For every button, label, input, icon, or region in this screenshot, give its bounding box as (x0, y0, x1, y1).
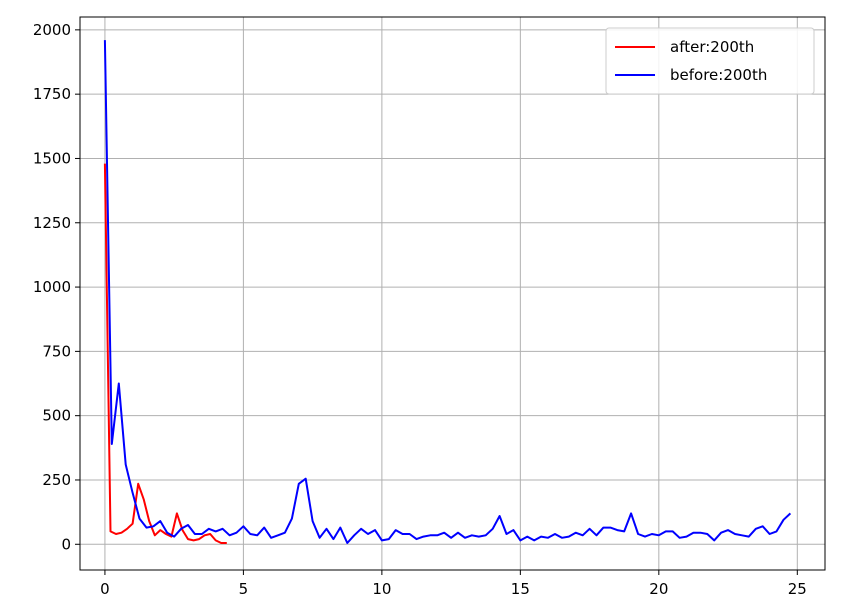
y-tick-label: 1000 (33, 278, 71, 296)
x-tick-label: 25 (788, 580, 807, 598)
y-tick-label: 0 (61, 535, 71, 553)
legend-box (605, 27, 815, 95)
series-line-before (103, 40, 792, 544)
x-tick-label: 5 (239, 580, 249, 598)
grid-lines (80, 17, 825, 570)
x-tick-label: 10 (372, 580, 391, 598)
y-tick-label: 1500 (33, 149, 71, 167)
y-tick-label: 2000 (33, 21, 71, 39)
legend: after:200th before:200th (605, 27, 815, 95)
x-tick-label: 15 (511, 580, 530, 598)
y-tick-label: 1750 (33, 85, 71, 103)
x-tick-label: 0 (100, 580, 110, 598)
y-tick-label: 750 (42, 342, 71, 360)
series-line-after (103, 163, 227, 544)
plot-frame (79, 16, 826, 571)
x-tick-label: 20 (649, 580, 668, 598)
y-tick-label: 500 (42, 407, 71, 425)
legend-label: before:200th (670, 66, 767, 84)
series-lines (103, 40, 792, 544)
legend-label: after:200th (670, 38, 754, 56)
y-tick-label: 250 (42, 471, 71, 489)
y-tick-label: 1250 (33, 214, 71, 232)
